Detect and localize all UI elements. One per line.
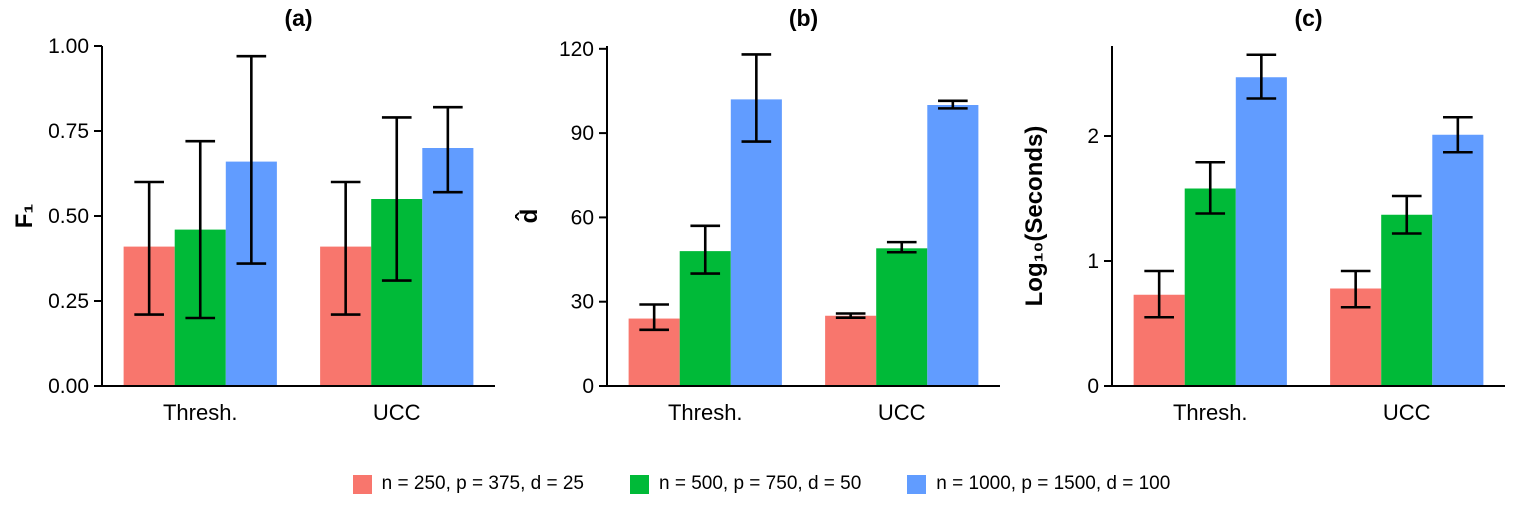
y-tick-label: 90 [571,122,594,145]
panel-title: (a) [284,5,312,31]
y-tick-label: 0.50 [48,205,89,228]
bar [1235,77,1287,386]
x-category-label: UCC [373,400,421,425]
legend-label: n = 500, p = 750, d = 50 [658,473,862,494]
panel-b: (b) d̂ 0 30 60 90 120 Thresh. UCC [509,0,1014,453]
legend-item: n = 1000, p = 1500, d = 100 [907,473,1170,495]
legend-swatch-blue [907,474,927,494]
bar [1184,188,1236,386]
y-tick-label: 0 [1087,375,1099,398]
y-tick-label: 120 [559,38,594,61]
panel-row: (a) F₁ 0.00 0.25 0.50 0.75 1.00 Thresh. UCC (b) d… [4,0,1519,453]
y-tick-label: 0.25 [48,290,89,313]
legend-label: n = 250, p = 375, d = 25 [381,473,584,494]
panel-a-chart: (a) F₁ 0.00 0.25 0.50 0.75 1.00 Thresh. UCC [11,5,495,425]
x-category-label: UCC [1383,400,1431,425]
x-category-label: UCC [878,400,926,425]
y-tick-label: 0 [582,375,594,398]
panel-title: (c) [1294,5,1322,31]
bar [730,99,782,386]
y-tick-label: 60 [571,206,594,229]
x-category-label: Thresh. [1173,400,1248,425]
bar [927,105,979,386]
panel-title: (b) [789,5,818,31]
legend-swatch-red [352,474,372,494]
panel-c-chart: (c) Log₁₀(Seconds) 0 1 2 Thresh. UCC [1021,5,1505,425]
y-axis-label: F₁ [11,204,38,229]
bar [1432,134,1484,386]
panel-b-chart: (b) d̂ 0 30 60 90 120 Thresh. UCC [515,5,1000,425]
x-category-label: Thresh. [163,400,238,425]
x-category-label: Thresh. [668,400,743,425]
y-tick-label: 0.75 [48,120,89,143]
panel-a: (a) F₁ 0.00 0.25 0.50 0.75 1.00 Thresh. UCC [4,0,509,453]
bar [876,248,928,386]
y-tick-label: 2 [1087,125,1099,148]
y-axis-label: Log₁₀(Seconds) [1021,126,1048,307]
legend-swatch-green [629,474,649,494]
legend-item: n = 250, p = 375, d = 25 [352,473,584,495]
y-tick-label: 0.00 [48,375,89,398]
bar [1381,214,1433,386]
legend-item: n = 500, p = 750, d = 50 [629,473,862,495]
panel-c: (c) Log₁₀(Seconds) 0 1 2 Thresh. UCC [1014,0,1519,453]
bar [825,315,877,386]
y-tick-label: 1 [1087,250,1099,273]
y-axis-label: d̂ [515,209,543,224]
legend-label: n = 1000, p = 1500, d = 100 [936,473,1171,494]
y-tick-label: 30 [571,291,594,314]
legend: n = 250, p = 375, d = 25 n = 500, p = 75… [0,453,1523,515]
y-tick-label: 1.00 [48,35,89,58]
